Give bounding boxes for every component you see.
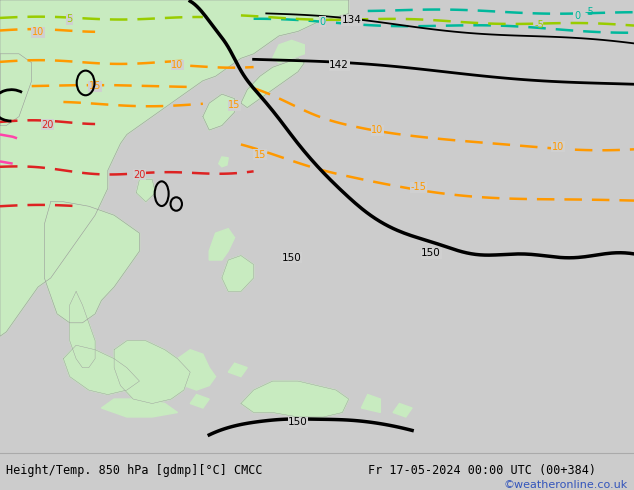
Text: 142: 142 <box>329 60 349 70</box>
Text: -15: -15 <box>410 182 427 193</box>
Polygon shape <box>44 202 139 323</box>
Polygon shape <box>136 179 155 202</box>
Polygon shape <box>0 0 349 336</box>
Text: 10: 10 <box>552 142 564 151</box>
Polygon shape <box>114 341 190 404</box>
Polygon shape <box>203 94 235 130</box>
Polygon shape <box>209 229 235 260</box>
Text: 0: 0 <box>319 17 325 26</box>
Text: 10: 10 <box>171 60 184 70</box>
Text: 0: 0 <box>574 11 580 21</box>
Text: 10: 10 <box>371 125 384 135</box>
Text: 150: 150 <box>421 248 441 258</box>
Polygon shape <box>219 157 228 167</box>
Polygon shape <box>393 404 412 417</box>
Polygon shape <box>178 350 216 390</box>
Polygon shape <box>241 58 304 108</box>
Polygon shape <box>63 345 139 394</box>
Text: Height/Temp. 850 hPa [gdmp][°C] CMCC: Height/Temp. 850 hPa [gdmp][°C] CMCC <box>6 464 263 476</box>
Text: -5: -5 <box>585 7 595 17</box>
Polygon shape <box>228 363 247 377</box>
Polygon shape <box>70 292 95 368</box>
Text: 20: 20 <box>41 120 54 130</box>
Polygon shape <box>222 256 254 292</box>
Text: 134: 134 <box>342 15 362 25</box>
Polygon shape <box>0 54 32 125</box>
Text: 10: 10 <box>32 27 44 37</box>
Text: 20: 20 <box>133 170 146 180</box>
Text: Fr 17-05-2024 00:00 UTC (00+384): Fr 17-05-2024 00:00 UTC (00+384) <box>368 464 596 476</box>
Text: 15: 15 <box>228 100 241 110</box>
Polygon shape <box>361 394 380 413</box>
Text: 15: 15 <box>254 149 266 160</box>
Text: 15: 15 <box>89 81 101 91</box>
Text: 150: 150 <box>281 253 302 263</box>
Polygon shape <box>101 399 178 417</box>
Polygon shape <box>273 40 304 63</box>
Text: 5: 5 <box>67 14 73 24</box>
Polygon shape <box>241 381 349 417</box>
Text: ©weatheronline.co.uk: ©weatheronline.co.uk <box>503 480 628 490</box>
Polygon shape <box>23 135 32 157</box>
Text: -5: -5 <box>534 20 544 30</box>
Text: 150: 150 <box>288 417 308 427</box>
Polygon shape <box>190 394 209 408</box>
